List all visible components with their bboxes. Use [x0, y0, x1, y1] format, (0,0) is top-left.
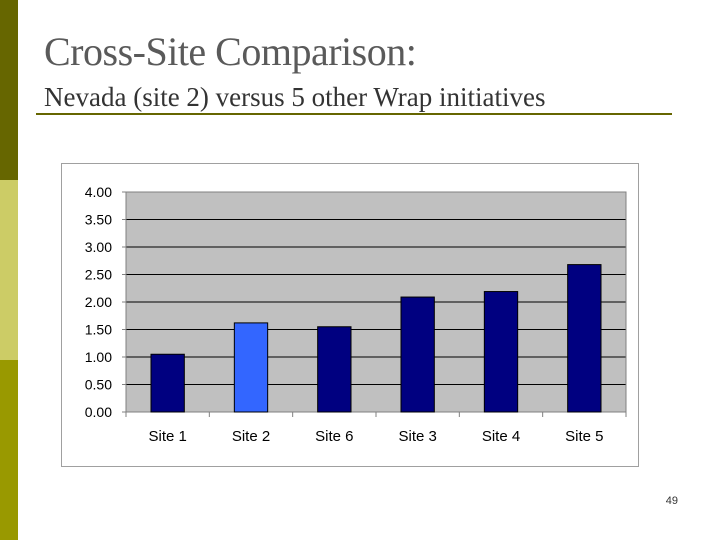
y-tick-label: 2.00	[85, 294, 112, 310]
chart-frame: 0.00 0.50 1.00 1.50 2.00 2.50 3.00 3.50 4.00 Site…	[61, 163, 639, 467]
title-underline	[36, 113, 672, 115]
x-tick-label: Site 1	[148, 428, 186, 445]
y-tick-label: 4.00	[85, 184, 112, 200]
bar-chart: 0.00 0.50 1.00 1.50 2.00 2.50 3.00 3.50 4.00 Site…	[85, 184, 627, 445]
y-tick-label: 1.00	[85, 349, 112, 365]
sidebar-accent-middle	[0, 180, 18, 360]
sidebar-accent-bottom	[0, 360, 18, 540]
x-tick-label: Site 5	[565, 428, 603, 445]
bar-site-3	[400, 296, 435, 413]
sidebar-accent-top	[0, 0, 18, 180]
y-tick-label: 0.50	[85, 377, 112, 393]
y-tick-label: 3.00	[85, 239, 112, 255]
page-number: 49	[665, 495, 678, 507]
bar-site-4	[483, 291, 519, 413]
bar-site-1	[150, 353, 185, 413]
x-tick-label: Site 3	[398, 428, 436, 445]
bar-site-6	[317, 326, 352, 413]
y-tick-label: 1.50	[85, 322, 112, 338]
x-tick-label: Site 2	[232, 428, 270, 445]
y-tick-label: 0.00	[85, 404, 112, 420]
slide-title: Cross-Site Comparison:	[44, 29, 417, 74]
y-tick-label: 3.50	[85, 212, 112, 228]
x-tick-label: Site 6	[315, 428, 353, 445]
x-tick-label: Site 4	[482, 428, 520, 445]
y-tick-label: 2.50	[85, 267, 112, 283]
slide-subtitle: Nevada (site 2) versus 5 other Wrap init…	[44, 82, 546, 112]
bar-site-2	[233, 322, 269, 413]
bar-site-5	[567, 264, 602, 413]
